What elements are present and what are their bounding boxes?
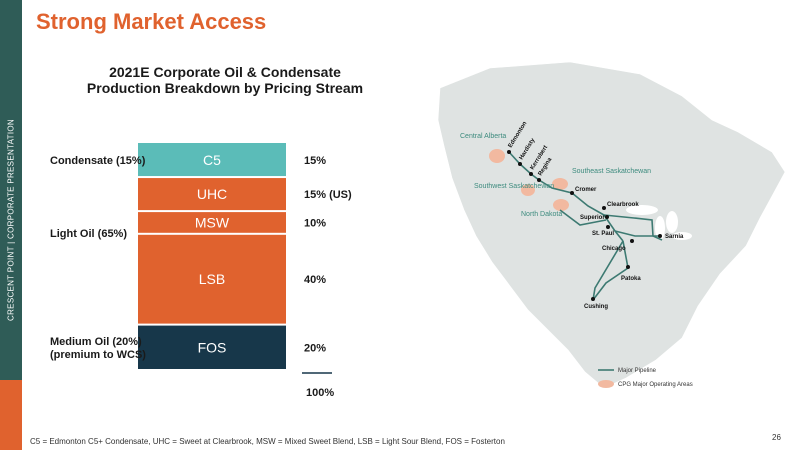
chart-title: 2021E Corporate Oil & Condensate Product…: [60, 64, 390, 96]
operating-area-southwest-saskatchewan: [521, 184, 535, 196]
page-title: Strong Market Access: [36, 9, 267, 34]
legend-area-swatch: [598, 380, 614, 388]
segment-label-lsb: LSB: [199, 271, 225, 287]
region-label-southeast-saskatchewan: Southeast Saskatchewan: [572, 168, 651, 175]
pipeline-map: Central Alberta Southwest Saskatchewan S…: [437, 61, 786, 389]
bar-segment-lsb: [138, 234, 286, 324]
city-marker-cromer: [570, 191, 574, 195]
group-label-0-line-0: Condensate (15%): [50, 155, 146, 167]
chart-title-line-1: 2021E Corporate Oil & Condensate: [109, 64, 341, 80]
value-label-c5: 15%: [304, 155, 326, 167]
segment-label-msw: MSW: [195, 214, 230, 230]
pipeline-sarnia: [614, 230, 661, 237]
operating-area-north-dakota: [553, 199, 569, 211]
city-marker-chicago: [630, 239, 634, 243]
region-label-southwest-saskatchewan: Southwest Saskatchewan: [474, 183, 554, 190]
bar-segment-uhc: [138, 178, 286, 211]
lake: [666, 211, 678, 233]
value-label-lsb: 40%: [304, 274, 326, 286]
pipeline-dakota: [559, 209, 607, 226]
value-label-fos: 20%: [304, 342, 326, 354]
lake: [626, 205, 658, 215]
pipeline-mainline: [508, 151, 624, 242]
page-number: 26: [772, 433, 781, 442]
segment-label-c5: C5: [203, 152, 221, 168]
group-label-1-line-0: Light Oil (65%): [50, 228, 127, 240]
legend-pipeline-label: Major Pipeline: [618, 368, 657, 374]
pipeline-east: [603, 214, 663, 241]
city-label-st-paul: St. Paul: [592, 231, 614, 237]
pipeline-cushing: [592, 240, 624, 301]
segment-label-uhc: UHC: [197, 186, 227, 202]
region-label-central-alberta: Central Alberta: [460, 133, 506, 140]
total-label: 100%: [306, 387, 334, 399]
lake: [672, 232, 692, 240]
city-markers: [507, 150, 662, 301]
city-label-cromer: Cromer: [575, 187, 597, 193]
city-label-cushing: Cushing: [584, 304, 608, 310]
city-marker-superior: [605, 215, 609, 219]
legend-area-label: CPG Major Operating Areas: [618, 382, 693, 388]
city-label-patoka: Patoka: [621, 276, 641, 282]
stacked-bar-chart: C5 15% UHC 15% (US) MSW 10% LSB 40% FOS 20% Conden…: [50, 143, 352, 399]
pipeline-south: [592, 240, 629, 301]
operating-area-central-alberta: [489, 149, 505, 163]
pipelines: [508, 151, 663, 301]
city-marker-hardisty: [518, 162, 522, 166]
group-label-2-line-0: Medium Oil (20%): [50, 336, 142, 348]
city-marker-kerrobert: [529, 172, 533, 176]
segment-label-fos: FOS: [198, 339, 227, 355]
operating-area-southeast-saskatchewan: [552, 178, 568, 190]
sidebar: CRESCENT POINT | CORPORATE PRESENTATION: [0, 0, 22, 450]
city-marker-edmonton: [507, 150, 511, 154]
chart-title-line-2: Production Breakdown by Pricing Stream: [86, 80, 364, 96]
city-marker-patoka: [626, 265, 630, 269]
bar-segment-msw: [138, 212, 286, 233]
value-label-uhc: 15% (US): [304, 189, 352, 201]
footnote: C5 = Edmonton C5+ Condensate, UHC = Swee…: [30, 437, 505, 446]
city-marker-regina: [537, 178, 541, 182]
bar-segment-c5: [138, 143, 286, 177]
value-label-msw: 10%: [304, 217, 326, 229]
city-label-sarnia: Sarnia: [665, 234, 684, 240]
city-label-superior: Superior: [580, 215, 605, 221]
region-label-north-dakota: North Dakota: [521, 211, 562, 218]
sidebar-accent: [0, 380, 22, 450]
bar-segment-fos: [138, 325, 286, 369]
group-label-2-line-1: (premium to WCS): [50, 349, 146, 361]
city-marker-cushing: [591, 297, 595, 301]
city-label-clearbrook: Clearbrook: [607, 202, 639, 208]
city-marker-sarnia: [658, 234, 662, 238]
city-marker-st-paul: [606, 225, 610, 229]
city-marker-clearbrook: [602, 206, 606, 210]
lake: [655, 216, 665, 240]
city-label-chicago: Chicago: [602, 246, 626, 252]
